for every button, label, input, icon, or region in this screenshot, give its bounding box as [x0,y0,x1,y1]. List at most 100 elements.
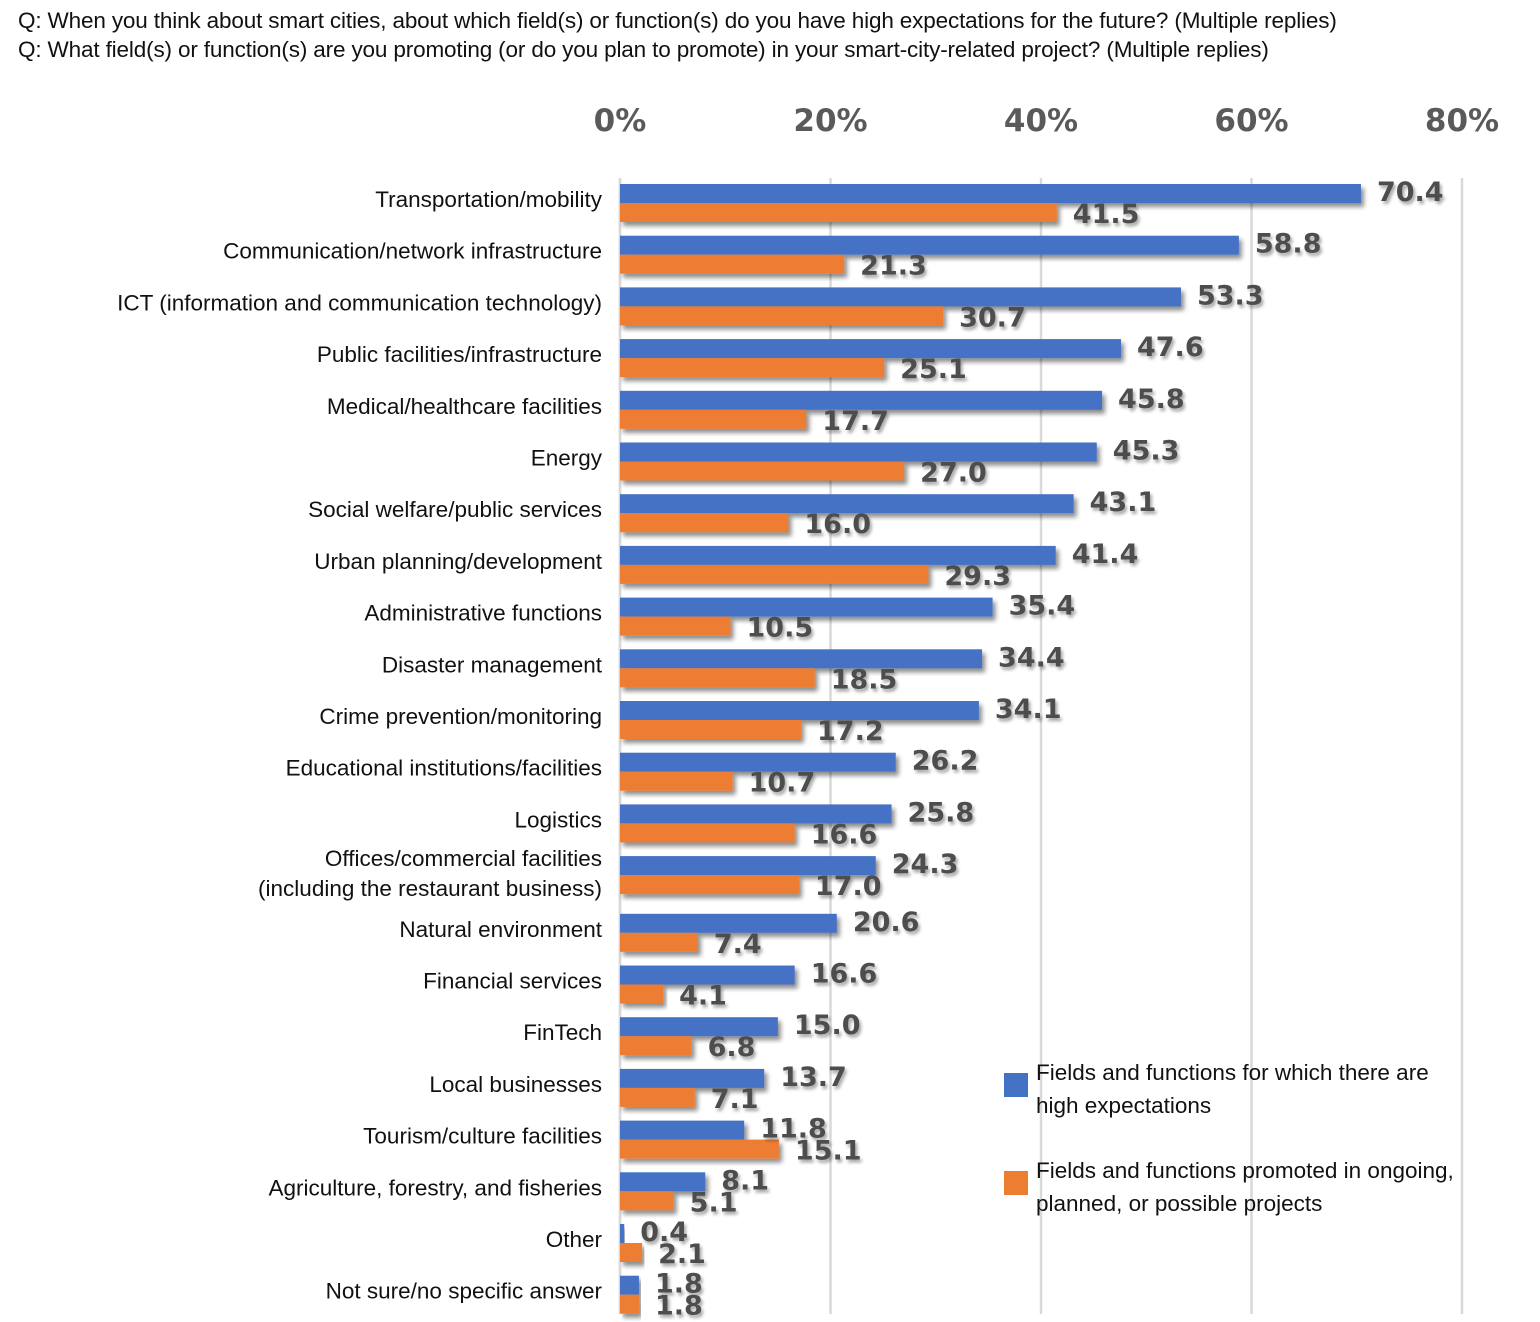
value-label-high-expectations: 34.1 [995,694,1062,725]
bar-promoted [620,668,815,688]
bar-promoted [620,306,944,326]
value-label-high-expectations: 35.4 [1009,591,1076,622]
bar-high-expectations [620,1017,778,1037]
value-label-high-expectations: 0.4 [640,1217,688,1248]
bar-high-expectations [620,1068,765,1088]
value-label-high-expectations: 1.8 [655,1269,703,1300]
category-label: Logistics [514,807,602,832]
question-text: Q: When you think about smart cities, ab… [18,6,1337,64]
bar-high-expectations [620,913,837,933]
value-label-promoted: 17.2 [817,716,884,747]
category-label: Energy [531,446,603,471]
value-label-high-expectations: 41.4 [1072,539,1139,570]
bar-high-expectations [620,1172,706,1192]
value-label-promoted: 10.7 [749,768,816,799]
value-label-promoted: 10.5 [747,613,814,644]
x-tick-label: 60% [1214,103,1288,139]
category-label: Public facilities/infrastructure [317,342,602,367]
bar-promoted [620,409,807,429]
bar-promoted [620,720,802,739]
value-label-promoted: 41.5 [1073,199,1140,230]
value-label-high-expectations: 26.2 [912,746,979,777]
category-label: Urban planning/development [314,549,602,574]
value-label-high-expectations: 45.3 [1113,436,1180,467]
value-label-high-expectations: 11.8 [760,1114,827,1145]
value-label-promoted: 7.4 [714,929,762,960]
value-label-promoted: 30.7 [959,302,1026,333]
value-label-high-expectations: 25.8 [908,797,975,828]
bar-high-expectations [620,545,1056,565]
value-label-promoted: 16.0 [804,509,871,540]
bar-promoted [620,564,929,584]
category-label: Medical/healthcare facilities [327,394,602,419]
legend-item-promoted: Fields and functions promoted in ongoing… [1004,1154,1474,1220]
category-label: Financial services [423,969,602,994]
category-label: Not sure/no specific answer [326,1279,603,1304]
category-label: Tourism/culture facilities [363,1124,602,1149]
bar-high-expectations [620,235,1239,255]
bar-promoted [620,771,733,791]
bars [620,184,1361,1314]
category-label: Social welfare/public services [308,497,602,522]
legend: Fields and functions for which there are… [1004,1056,1474,1252]
bar-promoted [620,984,664,1004]
category-label: ICT (information and communication techn… [117,290,602,315]
category-label: FinTech [523,1020,602,1045]
category-label: Natural environment [399,917,602,942]
question-1: Q: When you think about smart cities, ab… [18,8,1337,33]
value-label-high-expectations: 15.0 [794,1010,861,1041]
value-label-promoted: 18.5 [831,664,898,695]
bar-promoted [620,1087,695,1107]
bar-promoted [620,1191,674,1211]
bar-promoted [620,513,789,533]
value-label-high-expectations: 45.8 [1118,384,1185,415]
bar-high-expectations [620,1275,639,1295]
bar-promoted [620,203,1057,222]
bar-high-expectations [620,752,896,772]
category-label: Other [546,1227,603,1252]
bar-high-expectations [620,494,1074,514]
value-label-promoted: 15.1 [795,1136,862,1167]
bar-promoted [620,823,795,843]
x-tick-label: 20% [793,103,867,139]
category-label: Local businesses [429,1072,602,1097]
bar-promoted [620,461,905,481]
value-label-promoted: 16.6 [811,819,878,850]
bar-promoted [620,1036,692,1056]
bar-promoted [620,358,885,378]
x-tick-label: 40% [1004,103,1078,139]
bar-promoted [620,254,845,274]
value-label-high-expectations: 47.6 [1137,332,1204,363]
value-label-promoted: 2.1 [658,1239,706,1270]
value-label-promoted: 5.1 [690,1187,738,1218]
value-label-high-expectations: 13.7 [780,1062,847,1093]
legend-swatch-blue [1004,1073,1028,1097]
legend-label: Fields and functions promoted in ongoing… [1036,1158,1454,1216]
bar-promoted [620,616,731,636]
category-label: Educational institutions/facilities [286,756,602,781]
bar-high-expectations [620,1120,745,1140]
legend-swatch-orange [1004,1171,1028,1195]
value-label-high-expectations: 20.6 [853,907,920,938]
value-label-promoted: 17.0 [815,871,882,902]
value-label-promoted: 7.1 [711,1084,759,1115]
value-label-promoted: 29.3 [944,561,1011,592]
bar-high-expectations [620,597,993,617]
bar-high-expectations [620,701,979,720]
value-label-high-expectations: 24.3 [892,849,959,880]
question-2: Q: What field(s) or function(s) are you … [18,37,1269,62]
category-labels: Transportation/mobility Communication/net… [117,187,603,1304]
bar-high-expectations [620,649,983,669]
legend-item-expectations: Fields and functions for which there are… [1004,1056,1474,1122]
category-label: Offices/commercial facilities (including … [258,846,602,901]
value-label-high-expectations: 16.6 [811,959,878,990]
value-label-high-expectations: 53.3 [1197,280,1264,311]
value-label-promoted: 17.7 [822,406,889,437]
value-label-promoted: 25.1 [900,354,967,385]
legend-label: Fields and functions for which there are… [1036,1060,1429,1118]
value-label-high-expectations: 34.4 [998,642,1065,673]
bar-high-expectations [620,804,892,824]
value-label-promoted: 6.8 [708,1032,756,1063]
bar-promoted [620,1294,639,1314]
